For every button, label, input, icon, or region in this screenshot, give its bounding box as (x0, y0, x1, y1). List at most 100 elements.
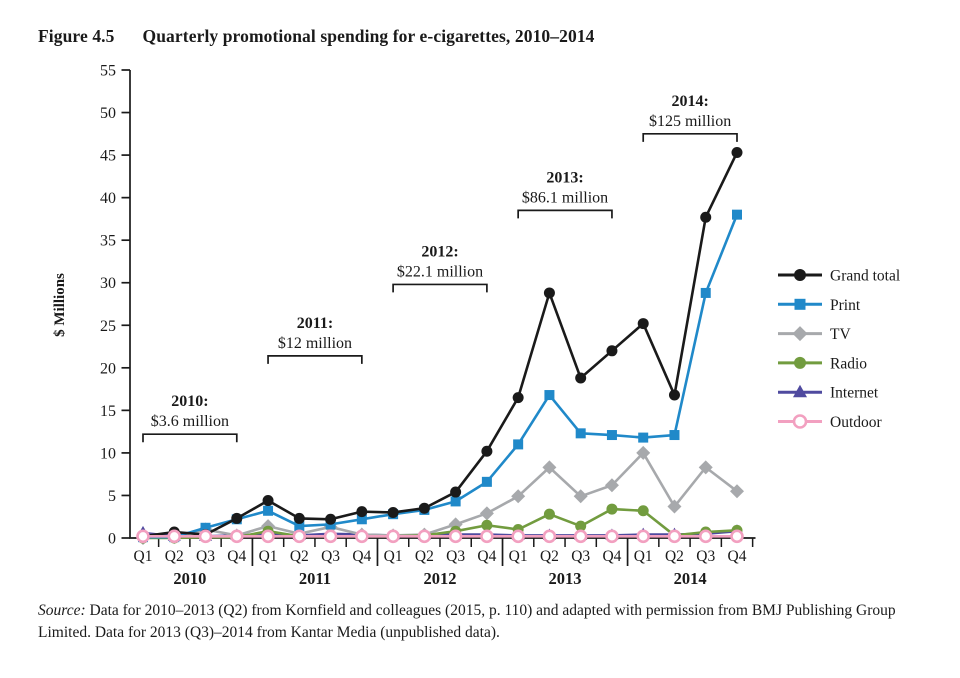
legend: Grand total Print TV Radio Internet Outdoor (778, 268, 900, 431)
x-quarter-label: Q2 (665, 548, 684, 565)
annotation-year: 2011: (297, 315, 333, 332)
x-year-label: 2010 (173, 569, 206, 588)
data-point-tv (729, 484, 744, 499)
legend-label-outdoor: Outdoor (830, 414, 883, 431)
x-quarter-label: Q2 (165, 548, 184, 565)
annotation-year: 2010: (171, 393, 208, 410)
series-grand-total (137, 147, 743, 542)
data-point-radio (543, 508, 555, 520)
data-point-outdoor (417, 529, 432, 544)
x-year-label: 2011 (299, 569, 331, 588)
x-year-label: 2012 (423, 569, 456, 588)
data-point-grand-total (387, 506, 399, 518)
annotation-year: 2013: (546, 169, 583, 186)
data-point-print (513, 439, 524, 450)
x-quarter-label: Q4 (477, 548, 496, 565)
data-point-outdoor (167, 529, 182, 544)
source-text: Data for 2010–2013 (Q2) from Kornfield a… (38, 602, 896, 642)
legend-item-grand-total: Grand total (778, 268, 900, 285)
annotation-amount: $3.6 million (151, 413, 229, 430)
data-point-outdoor (605, 529, 619, 544)
legend-item-internet: Internet (778, 384, 879, 402)
x-year-label: 2014 (674, 569, 707, 588)
x-quarter-label: Q3 (571, 548, 590, 565)
y-tick-label: 5 (108, 488, 116, 505)
data-point-print (356, 514, 367, 525)
data-point-outdoor (480, 529, 494, 544)
data-point-outdoor (636, 529, 651, 544)
x-quarter-label: Q4 (728, 548, 747, 565)
data-point-print (263, 505, 274, 516)
annotation-bracket (267, 355, 363, 364)
x-year-label: 2013 (549, 569, 582, 588)
data-point-grand-total (606, 345, 618, 357)
data-point-outdoor (667, 529, 682, 544)
annotation-2010: 2010: $3.6 million (142, 393, 238, 443)
data-point-tv (698, 460, 713, 475)
annotation-2012: 2012: $22.1 million (392, 243, 488, 293)
x-quarter-label: Q3 (446, 548, 465, 565)
axis-lines (129, 70, 756, 539)
data-point-outdoor (386, 529, 400, 544)
x-quarter-label: Q3 (196, 548, 215, 565)
data-point-tv (604, 478, 619, 493)
data-point-radio (606, 503, 618, 515)
annotation-2013: 2013: $86.1 million (517, 169, 613, 219)
data-point-outdoor (698, 529, 713, 544)
y-tick-label: 55 (100, 63, 116, 80)
y-tick-label: 10 (100, 445, 116, 462)
series-line-grand-total (142, 151, 739, 538)
data-point-tv (542, 460, 557, 475)
annotation-amount: $125 million (649, 113, 731, 130)
data-point-outdoor (261, 529, 275, 544)
legend-item-tv: TV (778, 326, 851, 343)
y-tick-label: 20 (100, 360, 116, 377)
source-prefix: Source: (38, 602, 86, 619)
data-point-print (575, 428, 586, 439)
legend-label-tv: TV (830, 326, 851, 343)
data-point-print (731, 209, 742, 220)
annotation-2011: 2011: $12 million (267, 315, 363, 364)
data-point-print (294, 521, 305, 532)
data-point-print (200, 522, 211, 533)
y-tick-label: 25 (100, 318, 116, 335)
y-tick-label: 35 (100, 233, 116, 250)
data-point-grand-total (637, 318, 649, 330)
series-group (136, 147, 744, 545)
y-axis-title: $ Millions (52, 273, 68, 337)
legend-marker-internet (793, 384, 807, 398)
data-point-outdoor (542, 529, 557, 544)
legend-item-print: Print (778, 297, 861, 314)
year-total-annotations: 2010: $3.6 million 2011: $12 million 2012: $2… (142, 93, 738, 443)
x-quarter-label: Q4 (227, 548, 246, 565)
annotation-2014: 2014: $125 million (642, 93, 738, 142)
data-point-grand-total (293, 512, 305, 524)
series-line-tv (142, 451, 738, 540)
axes (129, 70, 756, 539)
y-tick-label: 0 (108, 531, 116, 548)
data-point-tv (511, 489, 526, 504)
x-quarter-label: Q1 (259, 548, 278, 565)
annotation-bracket (142, 433, 238, 443)
data-point-print (606, 430, 617, 441)
annotation-amount: $22.1 million (397, 263, 483, 280)
data-point-outdoor (229, 529, 244, 544)
x-quarter-label: Q4 (352, 548, 371, 565)
x-quarter-label: Q3 (321, 548, 340, 565)
data-point-radio (481, 519, 493, 531)
legend-marker-outdoor (792, 414, 808, 429)
legend-marker-grand-total (794, 269, 806, 281)
data-point-grand-total (575, 372, 587, 384)
y-axis: 0 5 10 15 20 25 30 35 40 45 50 55 $ Millions (52, 63, 130, 548)
data-point-print (481, 476, 492, 487)
data-point-outdoor (355, 529, 369, 544)
data-point-outdoor (511, 529, 525, 544)
x-quarter-label: Q1 (634, 548, 653, 565)
annotation-bracket (517, 209, 613, 219)
data-point-tv (667, 499, 682, 514)
data-point-outdoor (323, 529, 338, 544)
figure-title: Quarterly promotional spending for e-cig… (142, 26, 595, 46)
x-quarter-label: Q2 (290, 548, 309, 565)
annotation-bracket (642, 132, 738, 142)
